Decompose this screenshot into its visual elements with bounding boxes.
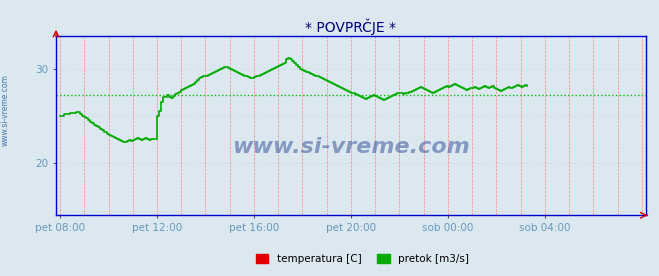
Text: www.si-vreme.com: www.si-vreme.com	[232, 137, 470, 157]
Text: www.si-vreme.com: www.si-vreme.com	[1, 75, 10, 146]
Legend: temperatura [C], pretok [m3/s]: temperatura [C], pretok [m3/s]	[252, 250, 473, 268]
Title: * POVPRČJE *: * POVPRČJE *	[305, 18, 397, 35]
